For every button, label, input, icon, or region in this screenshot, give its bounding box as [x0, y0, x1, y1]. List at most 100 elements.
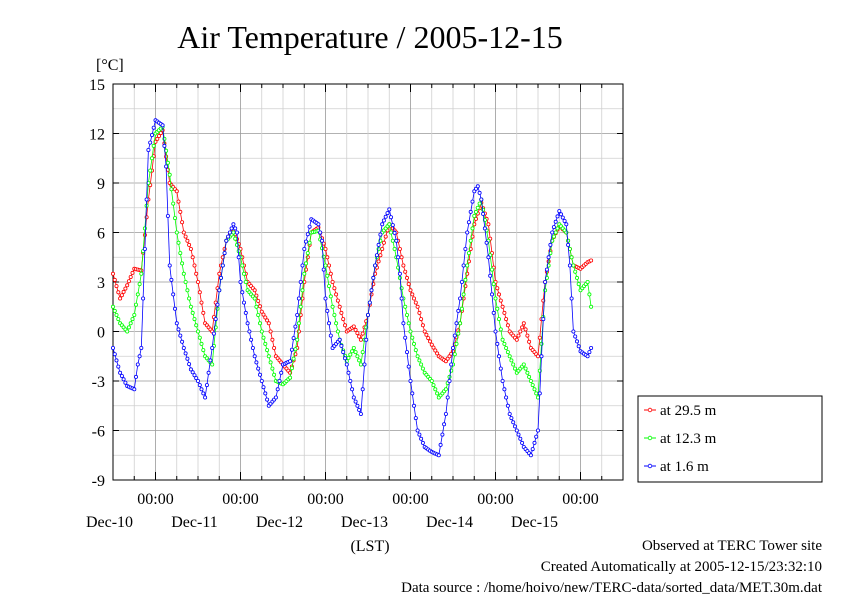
y-axis: -9 -6 -3 0 3 6 9 12 15 [89, 77, 623, 490]
data-point [194, 376, 199, 381]
data-point [334, 292, 339, 297]
data-point [500, 378, 505, 383]
data-point [180, 261, 185, 266]
data-point [463, 277, 468, 282]
data-point [415, 304, 420, 309]
data-point [133, 302, 138, 307]
data-point [489, 267, 494, 272]
data-point [452, 352, 457, 357]
data-point [148, 140, 153, 145]
data-point [148, 168, 153, 173]
data-point [555, 226, 560, 231]
data-point [376, 242, 381, 247]
data-point [507, 354, 512, 359]
data-point [296, 296, 301, 301]
data-point [573, 334, 578, 339]
data-point [381, 218, 386, 223]
data-point [576, 344, 581, 349]
data-point [585, 279, 590, 284]
data-point [410, 391, 415, 396]
legend: at 29.5 m at 12.3 m at 1.6 m [637, 395, 823, 483]
data-point [119, 293, 124, 298]
data-point [201, 391, 206, 396]
data-point [463, 246, 468, 251]
data-point [268, 360, 273, 365]
data-point [217, 288, 222, 293]
data-point [498, 327, 503, 332]
data-point [130, 317, 135, 322]
data-point [348, 378, 353, 383]
data-point [498, 298, 503, 303]
data-point [266, 321, 271, 326]
data-point [505, 323, 510, 328]
data-point [339, 310, 344, 315]
data-point [183, 234, 188, 239]
data-point [137, 282, 142, 287]
data-point [257, 321, 262, 326]
data-point [458, 321, 463, 326]
data-point [491, 310, 496, 315]
data-point [259, 329, 264, 334]
data-point [544, 267, 549, 272]
data-point [252, 288, 257, 293]
data-point [155, 136, 160, 141]
data-point [376, 259, 381, 264]
data-point [380, 222, 385, 227]
data-point [190, 255, 195, 260]
data-point [346, 370, 351, 375]
data-point [539, 341, 544, 346]
x-tick-date-label: Dec-14 [426, 514, 473, 531]
data-point [521, 321, 526, 326]
x-tick-time-label: 00:00 [137, 491, 173, 508]
data-point [364, 337, 369, 342]
data-point [472, 213, 477, 218]
data-point [587, 292, 592, 297]
data-point [176, 327, 181, 332]
data-point [470, 199, 475, 204]
data-point [151, 125, 156, 130]
data-point [268, 329, 273, 334]
data-point [121, 377, 126, 382]
data-point [252, 296, 257, 301]
data-point [374, 253, 379, 258]
data-point [201, 310, 206, 315]
data-point [279, 370, 284, 375]
data-point [484, 240, 489, 245]
data-point [111, 304, 116, 309]
data-point [571, 263, 576, 268]
data-point [332, 312, 337, 317]
data-point [128, 321, 133, 326]
data-point [473, 209, 478, 214]
data-point [351, 345, 356, 350]
data-point [403, 269, 408, 274]
data-point [257, 304, 262, 309]
data-point [303, 261, 308, 266]
data-point [537, 391, 542, 396]
data-point [436, 453, 441, 458]
x-tick-date-label: Dec-11 [171, 514, 218, 531]
data-point [559, 212, 564, 217]
data-point [507, 411, 512, 416]
data-point [141, 296, 146, 301]
data-point [231, 222, 236, 227]
data-point [265, 318, 270, 323]
data-point [445, 395, 450, 400]
data-point [270, 337, 275, 342]
data-point [566, 242, 571, 247]
data-point [305, 232, 310, 237]
data-point [167, 172, 172, 177]
data-point [383, 234, 388, 239]
data-point [406, 282, 411, 287]
data-point [500, 304, 505, 309]
data-point [346, 355, 351, 360]
data-point [277, 378, 282, 383]
data-point [192, 263, 197, 268]
data-point [188, 304, 193, 309]
series-layer [111, 118, 594, 458]
data-point [165, 213, 170, 218]
data-point [121, 289, 126, 294]
data-point [156, 133, 161, 138]
data-point [256, 366, 261, 371]
data-point [502, 387, 507, 392]
data-point [411, 296, 416, 301]
